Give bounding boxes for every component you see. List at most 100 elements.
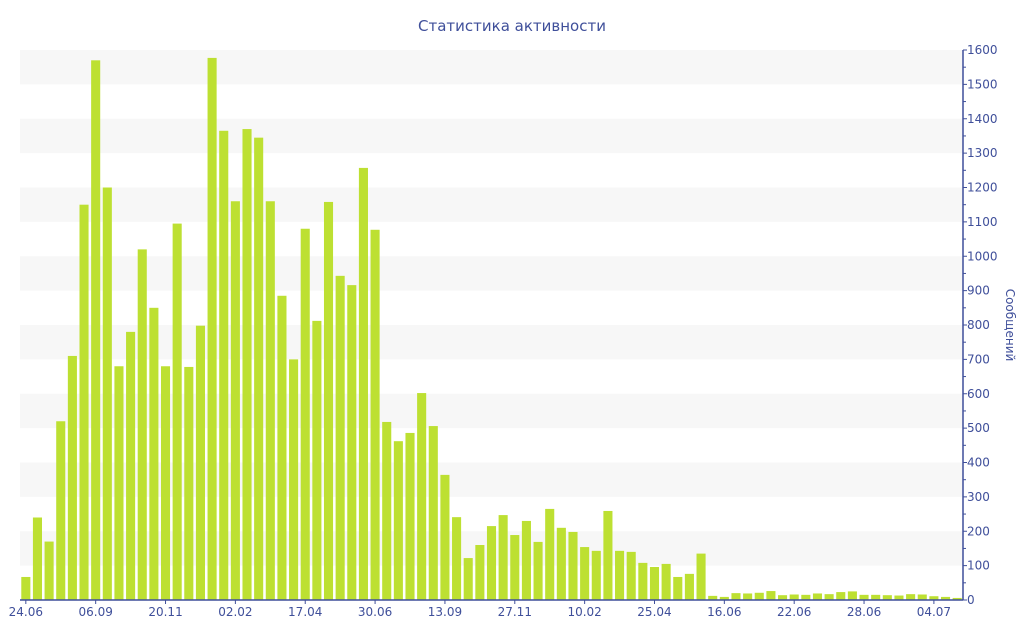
bar bbox=[219, 130, 229, 600]
bar bbox=[452, 517, 462, 600]
bar bbox=[358, 167, 368, 600]
grid-band bbox=[20, 325, 963, 360]
bar bbox=[405, 432, 415, 600]
y-tick-label: 600 bbox=[967, 387, 990, 401]
x-tick-label: 25.04 bbox=[637, 605, 671, 619]
x-tick-label: 13.09 bbox=[428, 605, 462, 619]
bar bbox=[533, 541, 543, 600]
bar bbox=[393, 441, 403, 600]
grid-band bbox=[20, 187, 963, 222]
bars bbox=[21, 57, 962, 600]
bar bbox=[417, 393, 427, 600]
y-axis-label: Сообщений bbox=[1003, 289, 1017, 362]
bar bbox=[347, 285, 357, 600]
bar bbox=[242, 129, 252, 600]
bar bbox=[195, 325, 205, 600]
bar bbox=[696, 553, 706, 600]
bar bbox=[789, 594, 799, 600]
bar bbox=[498, 515, 508, 600]
chart-title: Статистика активности bbox=[418, 17, 606, 35]
bar bbox=[289, 359, 299, 600]
bar bbox=[254, 137, 264, 600]
bar bbox=[230, 201, 240, 600]
bar bbox=[906, 594, 916, 600]
bar bbox=[56, 421, 66, 600]
y-tick-label: 700 bbox=[967, 352, 990, 366]
y-tick-label: 100 bbox=[967, 559, 990, 573]
bar bbox=[591, 550, 601, 600]
bar bbox=[300, 228, 310, 600]
y-tick-label: 1500 bbox=[967, 77, 998, 91]
bar bbox=[766, 591, 776, 600]
y-tick-label: 800 bbox=[967, 318, 990, 332]
bar bbox=[486, 526, 497, 600]
y-tick-label: 1600 bbox=[967, 43, 998, 57]
x-tick-label: 27.11 bbox=[498, 605, 532, 619]
bar bbox=[440, 474, 450, 600]
bar bbox=[684, 573, 694, 600]
bar bbox=[824, 594, 834, 600]
bar bbox=[79, 204, 89, 600]
x-tick-label: 28.06 bbox=[847, 605, 881, 619]
bar bbox=[731, 593, 741, 600]
x-tick-label: 04.07 bbox=[917, 605, 951, 619]
bar bbox=[370, 229, 380, 600]
bar bbox=[545, 508, 555, 600]
x-tick-label: 20.11 bbox=[148, 605, 182, 619]
bar bbox=[708, 595, 718, 600]
x-tick-label: 06.09 bbox=[78, 605, 112, 619]
bar bbox=[184, 366, 194, 600]
y-tick-label: 1300 bbox=[967, 146, 998, 160]
bar bbox=[137, 249, 147, 600]
bar bbox=[32, 517, 43, 600]
bar bbox=[894, 595, 904, 600]
x-tick-label: 30.06 bbox=[358, 605, 392, 619]
bar bbox=[149, 307, 159, 600]
bar bbox=[917, 594, 927, 600]
bar bbox=[836, 592, 846, 600]
bar bbox=[335, 275, 345, 600]
bar bbox=[102, 187, 112, 600]
y-tick-label: 1100 bbox=[967, 215, 998, 229]
bar bbox=[778, 595, 788, 600]
bar bbox=[126, 331, 136, 600]
bar bbox=[91, 60, 101, 600]
y-tick-label: 500 bbox=[967, 421, 990, 435]
bar bbox=[277, 295, 287, 600]
bar bbox=[626, 551, 636, 600]
bar bbox=[754, 592, 764, 600]
bar bbox=[871, 594, 881, 600]
bar bbox=[673, 576, 683, 600]
bar bbox=[556, 527, 566, 600]
grid-band bbox=[20, 50, 963, 85]
y-tick-label: 200 bbox=[967, 524, 990, 538]
bar bbox=[428, 426, 438, 600]
bar bbox=[649, 567, 660, 600]
bar bbox=[638, 562, 648, 600]
bar bbox=[847, 591, 857, 600]
x-axis: 24.06 06.09 20.11 02.02 17.04 30.06 13.09 27.11… bbox=[9, 599, 963, 619]
x-tick-label: 22.06 bbox=[777, 605, 811, 619]
bar bbox=[743, 593, 753, 600]
bar bbox=[160, 366, 171, 600]
x-tick-label: 16.06 bbox=[707, 605, 741, 619]
x-tick-label: 17.04 bbox=[288, 605, 322, 619]
bar bbox=[207, 57, 217, 600]
bar bbox=[603, 510, 613, 600]
y-tick-label: 900 bbox=[967, 284, 990, 298]
y-tick-label: 300 bbox=[967, 490, 990, 504]
bar bbox=[114, 366, 124, 600]
bar bbox=[719, 596, 729, 600]
y-tick-label: 1400 bbox=[967, 112, 998, 126]
bar bbox=[940, 596, 951, 600]
bar bbox=[580, 547, 590, 600]
bar bbox=[510, 535, 520, 600]
y-tick-label: 0 bbox=[967, 593, 975, 607]
y-tick-label: 1200 bbox=[967, 181, 998, 195]
bar bbox=[463, 558, 473, 600]
bar bbox=[382, 421, 392, 600]
bar bbox=[801, 594, 811, 600]
grid-band bbox=[20, 256, 963, 291]
x-tick-label: 24.06 bbox=[9, 605, 43, 619]
